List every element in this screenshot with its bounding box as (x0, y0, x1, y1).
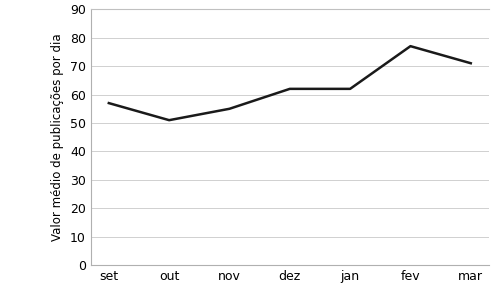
Y-axis label: Valor médio de publicações por dia: Valor médio de publicações por dia (51, 34, 65, 241)
